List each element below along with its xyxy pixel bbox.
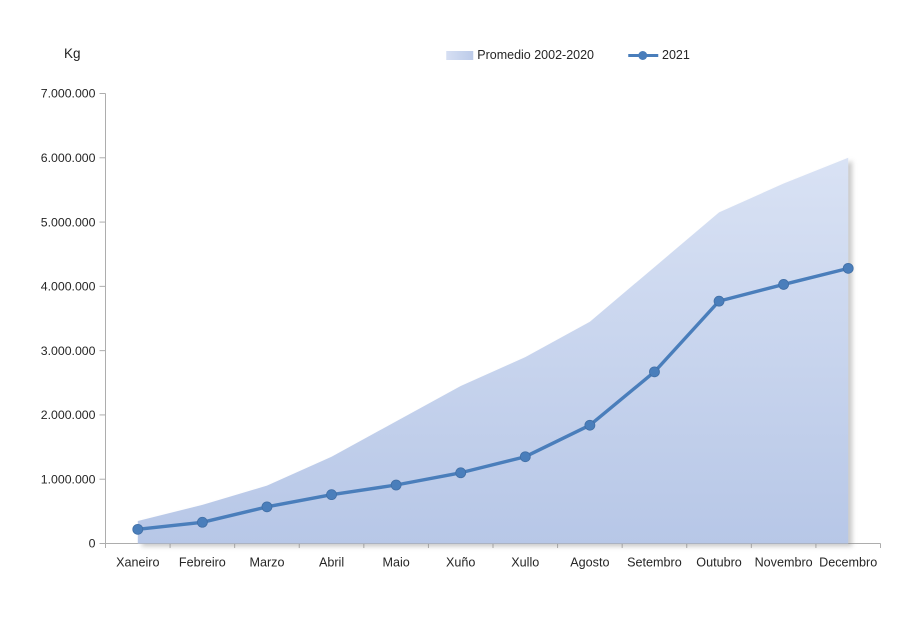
y-axis-tick-label: 0 [89,537,96,551]
y-axis-tick-label: 6.000.000 [41,151,96,165]
legend-label-promedio: Promedio 2002-2020 [477,48,595,62]
data-point-marker [584,419,596,431]
data-point-marker [390,479,402,491]
x-axis-category-label: Outubro [696,556,742,570]
data-point-marker [261,501,273,513]
data-point-marker [649,366,660,378]
area-series-swatch-icon [446,50,474,60]
line-series-swatch-icon [628,50,659,61]
data-point-marker [842,262,854,274]
x-axis-category-label: Agosto [570,556,609,570]
x-axis-category-label: Febreiro [179,556,226,570]
x-axis-category-label: Abril [319,556,344,570]
x-axis-category-label: Xaneiro [116,556,159,570]
y-axis-tick-label: 3.000.000 [41,344,96,358]
line-series-2021 [136,266,850,532]
data-point-marker [326,489,337,501]
legend-label-2021: 2021 [662,48,690,62]
x-axis-category-label: Xuño [446,556,475,570]
chart-legend: Promedio 2002-2020 2021 [446,48,690,62]
y-axis-tick-label: 4.000.000 [41,280,96,294]
data-point-marker [519,451,531,463]
legend-item-2021: 2021 [628,48,690,62]
y-axis-tick-label: 1.000.000 [41,472,96,486]
x-axis-category-label: Xullo [511,556,539,570]
x-axis-category-label: Novembro [755,556,813,570]
data-point-marker [132,523,144,535]
y-axis-unit-label: Kg [64,46,81,61]
y-axis-tick-label: 5.000.000 [41,215,96,229]
legend-item-promedio: Promedio 2002-2020 [446,48,594,62]
x-axis-category-label: Marzo [249,556,284,570]
data-point-marker [713,295,725,307]
y-axis-tick-label: 2.000.000 [41,408,96,422]
data-point-marker [196,516,208,528]
data-point-marker [778,279,790,290]
x-axis-category-label: Decembro [819,556,877,570]
promedio-area-series [137,157,849,544]
x-axis-category-label: Setembro [627,556,682,570]
y-axis-tick-label: 7.000.000 [41,87,96,101]
x-axis-category-label: Maio [382,556,409,570]
data-point-marker [455,467,467,479]
